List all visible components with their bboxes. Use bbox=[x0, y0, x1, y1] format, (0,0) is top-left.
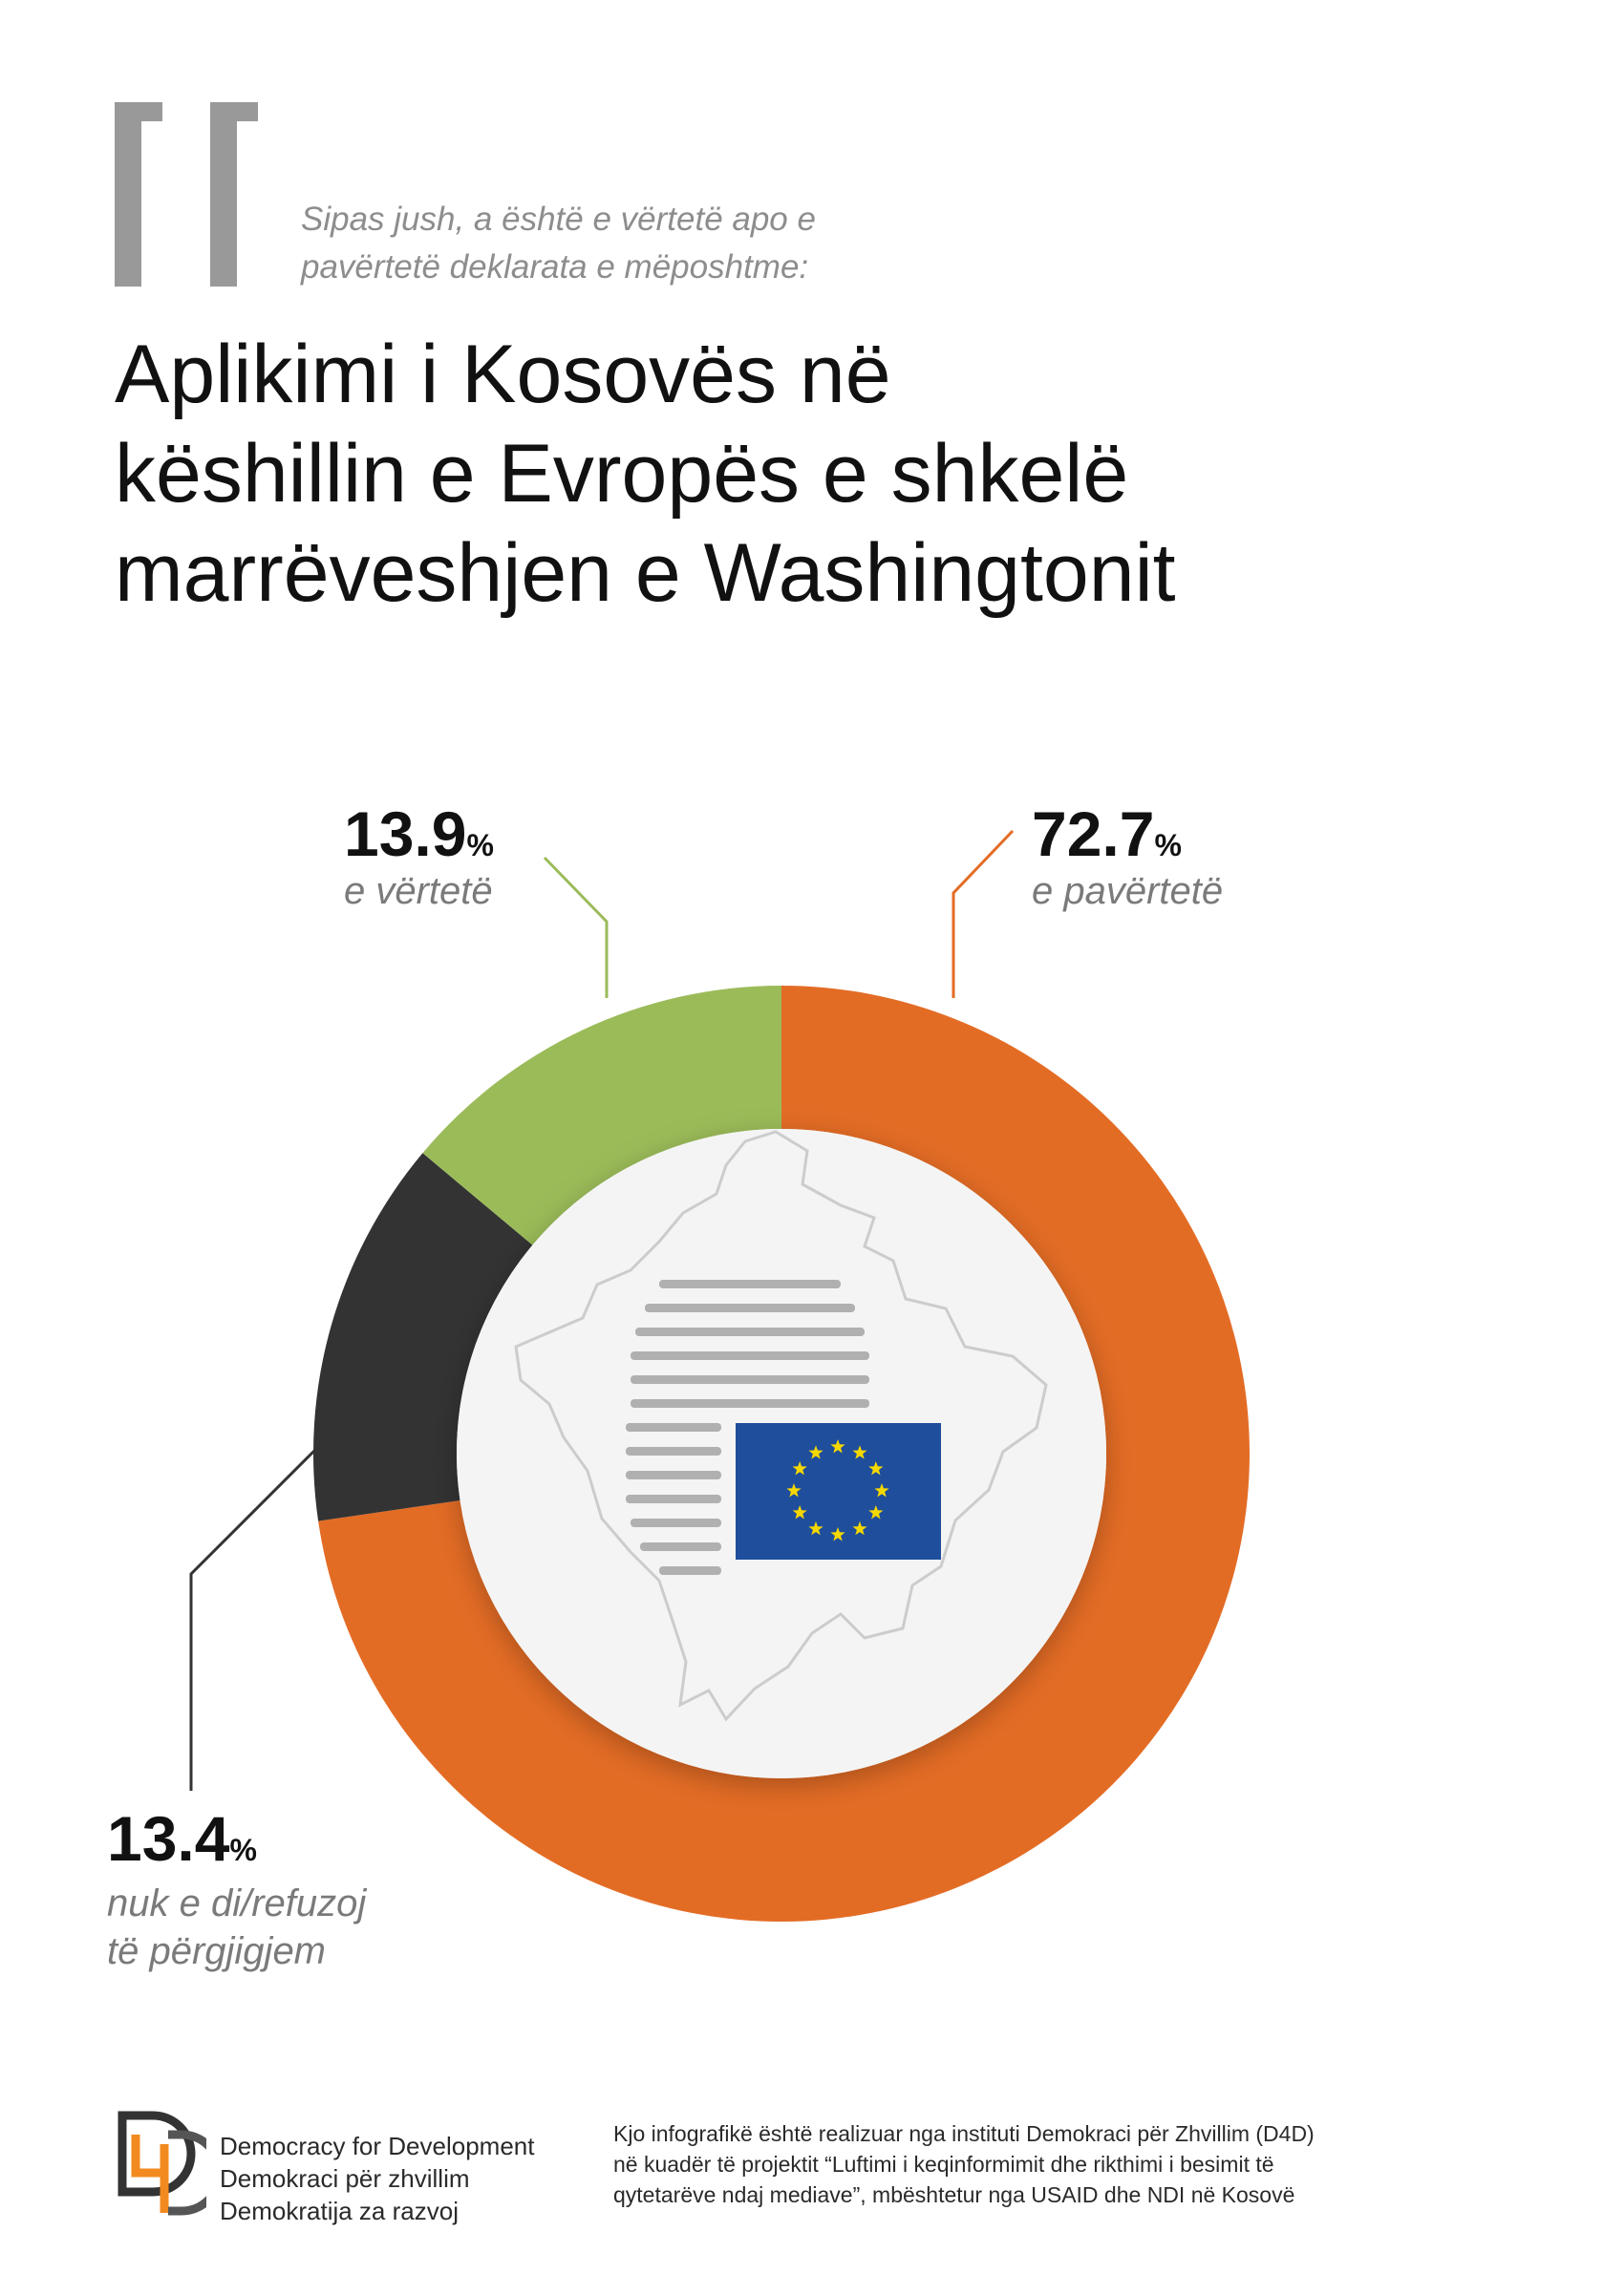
slice-dontknow bbox=[313, 1153, 533, 1521]
stat-false-value: 72.7 bbox=[1032, 798, 1155, 869]
donut-slices bbox=[313, 986, 1251, 1922]
eu-star-icon bbox=[830, 1527, 845, 1541]
stat-true-label: e vërtetë bbox=[344, 870, 493, 912]
headline-line-2: këshillin e Evropës e shkelë bbox=[115, 428, 1129, 520]
stat-true-unit: % bbox=[466, 828, 494, 862]
d4d-logo-icon bbox=[118, 2111, 206, 2216]
eu-star-icon bbox=[808, 1520, 823, 1536]
stat-dontknow: 13.4% nuk e di/refuzoj të përgjigjem bbox=[107, 1805, 366, 1975]
org-name-en: Democracy for Development bbox=[220, 2132, 535, 2160]
eu-star-icon bbox=[868, 1505, 884, 1520]
eu-stars bbox=[786, 1439, 889, 1541]
question-line-1: Sipas jush, a është e vërtetë apo e bbox=[301, 201, 816, 238]
eu-star-icon bbox=[792, 1461, 807, 1476]
survey-question: Sipas jush, a është e vërtetë apo e pavë… bbox=[301, 196, 1027, 291]
leader-line-true bbox=[543, 856, 609, 998]
credit-text: Kjo infografikë është realizuar nga inst… bbox=[613, 2118, 1473, 2210]
building-stripes-icon bbox=[626, 1280, 869, 1575]
stat-dontknow-unit: % bbox=[229, 1833, 257, 1867]
quote-mark-icon bbox=[115, 102, 258, 287]
eu-star-icon bbox=[808, 1445, 823, 1459]
stat-false-unit: % bbox=[1154, 828, 1182, 862]
stat-dontknow-label-2: të përgjigjem bbox=[107, 1930, 327, 1972]
eu-star-icon bbox=[852, 1520, 867, 1536]
eu-star-icon bbox=[868, 1461, 884, 1476]
leader-line-false bbox=[952, 829, 1015, 998]
stat-true-value: 13.9 bbox=[344, 798, 467, 869]
stat-dontknow-value: 13.4 bbox=[107, 1803, 230, 1874]
stat-false-label: e pavërtetë bbox=[1032, 870, 1224, 912]
credit-line-3: qytetarëve ndaj mediave”, mbështetur nga… bbox=[613, 2182, 1295, 2207]
leader-line-dontknow bbox=[189, 1448, 317, 1791]
eu-star-icon bbox=[792, 1505, 807, 1520]
credit-line-2: në kuadër të projektit “Luftimi i keqinf… bbox=[613, 2152, 1274, 2177]
headline-line-1: Aplikimi i Kosovës në bbox=[115, 329, 891, 420]
kosovo-map-icon bbox=[514, 1130, 1048, 1722]
eu-star-icon bbox=[852, 1445, 867, 1459]
slice-false bbox=[318, 986, 1251, 1922]
stat-true: 13.9% e vërtetë bbox=[344, 800, 494, 915]
eu-star-icon bbox=[874, 1483, 889, 1498]
org-names: Democracy for Development Demokraci për … bbox=[220, 2130, 534, 2227]
credit-line-1: Kjo infografikë është realizuar nga inst… bbox=[613, 2121, 1315, 2146]
statement-headline: Aplikimi i Kosovës në këshillin e Evropë… bbox=[115, 325, 1548, 623]
eu-star-icon bbox=[830, 1439, 845, 1454]
headline-line-3: marrëveshjen e Washingtonit bbox=[115, 527, 1176, 619]
org-name-sq: Demokraci për zhvillim bbox=[220, 2164, 470, 2193]
stat-false: 72.7% e pavërtetë bbox=[1032, 800, 1223, 915]
eu-star-icon bbox=[786, 1483, 802, 1498]
slice-true bbox=[422, 986, 781, 1245]
stat-dontknow-label-1: nuk e di/refuzoj bbox=[107, 1882, 367, 1924]
org-name-sr: Demokratija za razvoj bbox=[220, 2197, 459, 2225]
question-line-2: pavërtetë deklarata e mëposhtme: bbox=[301, 248, 809, 286]
